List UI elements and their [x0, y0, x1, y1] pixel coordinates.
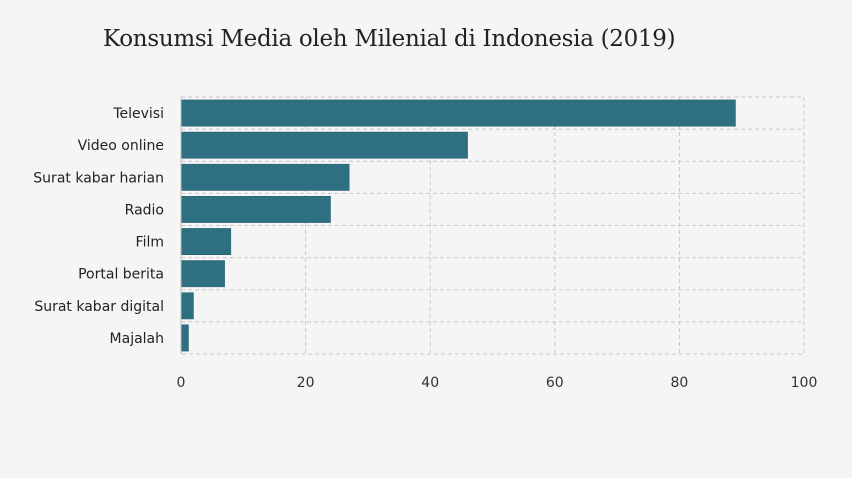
category-label: Film [136, 235, 164, 251]
bar [180, 324, 189, 352]
bar [180, 99, 736, 127]
category-label: Portal berita [78, 267, 164, 283]
x-tick-label: 100 [791, 375, 818, 391]
x-tick-label: 80 [670, 375, 688, 391]
x-tick-label: 20 [297, 375, 315, 391]
x-tick-label: 60 [546, 375, 564, 391]
x-tick-label: 40 [421, 375, 439, 391]
chart-title: Konsumsi Media oleh Milenial di Indonesi… [103, 26, 676, 52]
bar [180, 163, 350, 191]
category-label: Televisi [112, 106, 164, 122]
bar [180, 260, 225, 288]
x-tick-label: 0 [177, 375, 186, 391]
bar [180, 131, 468, 159]
bar [180, 292, 194, 320]
category-label: Surat kabar digital [34, 299, 164, 315]
category-label: Video online [78, 138, 164, 154]
category-label: Majalah [110, 331, 164, 347]
category-label: Surat kabar harian [33, 170, 164, 186]
bar [180, 196, 331, 223]
category-label: Radio [125, 202, 164, 218]
bar [180, 228, 232, 255]
